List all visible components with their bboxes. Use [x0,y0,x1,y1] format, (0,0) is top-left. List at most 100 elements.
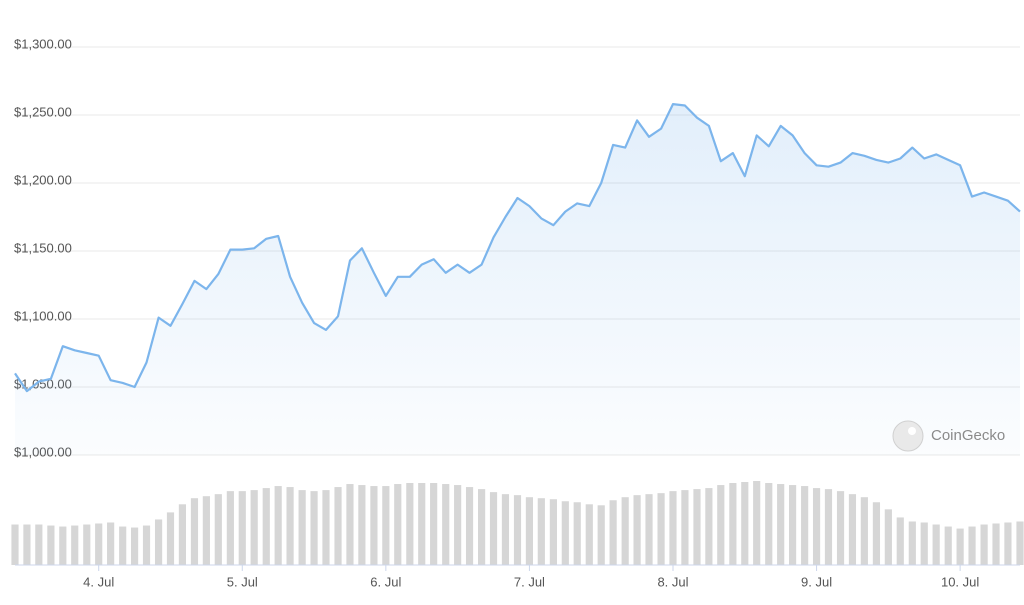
volume-bar [681,490,689,565]
volume-bar [430,483,438,565]
volume-bar [908,521,916,565]
volume-bar [980,524,988,565]
volume-bar [370,486,378,565]
volume-bar [47,525,55,565]
watermark-text: CoinGecko [931,427,1005,444]
volume-bar [202,496,210,565]
volume-bar [621,497,629,565]
y-tick-label: $1,250.00 [14,104,72,119]
volume-bar [765,483,773,565]
volume-bar [812,488,821,565]
volume-bar [705,488,713,565]
volume-bar [465,487,474,565]
volume-bar [250,490,258,565]
volume-bar [95,523,103,565]
volume-bar [729,483,737,565]
volume-bar [741,482,749,565]
x-tick-label: 5. Jul [227,574,258,589]
volume-bar [83,524,91,565]
volume-bar [442,484,450,565]
volume-bar [836,491,845,565]
volume-bar [968,526,976,565]
volume-bar [226,491,234,565]
watermark-logo [892,420,924,452]
y-tick-label: $1,100.00 [14,308,72,323]
volume-bar [549,499,557,565]
volume-bar [537,498,545,565]
volume-bar [872,502,881,565]
y-tick-label: $1,300.00 [14,36,72,51]
x-tick-label: 4. Jul [83,574,114,589]
x-tick-label: 6. Jul [370,574,401,589]
volume-bar [382,486,390,565]
volume-bar [107,522,115,565]
volume-bar [274,486,282,565]
volume-bar [262,488,270,565]
volume-bar [322,490,330,565]
volume-bar [142,525,151,565]
volume-bar [788,485,797,565]
volume-bar [860,497,868,565]
volume-bar [394,484,402,565]
volume-bar [561,501,569,565]
volume-bar [154,519,163,565]
volume-bar [609,500,617,565]
volume-bar [932,524,940,565]
volume-bar [824,489,833,565]
volume-bar [884,509,892,565]
volume-bar [920,522,928,565]
volume-bar [489,492,498,565]
x-tick-label: 8. Jul [657,574,688,589]
volume-bar [358,485,366,565]
volume-bar [585,504,593,565]
volume-bar [633,495,641,565]
volume-bar [166,512,175,565]
volume-bar [71,525,79,565]
y-tick-label: $1,200.00 [14,172,72,187]
volume-bar [418,483,426,565]
watermark: CoinGecko [892,420,1005,452]
price-line [14,103,1021,393]
volume-bar [896,517,904,565]
volume-bar [597,505,605,565]
volume-bar [286,487,294,565]
volume-bar [131,527,139,565]
volume-bar [753,481,761,565]
x-tick-label: 7. Jul [514,574,545,589]
volume-bar [645,494,653,565]
volume-bar [454,485,462,565]
volume-bar [214,494,222,565]
volume-bar [573,502,581,565]
volume-bar [238,491,246,565]
volume-bar [298,490,306,565]
x-tick-label: 9. Jul [801,574,832,589]
volume-bar [657,493,665,565]
volume-bar [501,494,510,565]
watermark-eye [908,427,916,435]
volume-bar [11,524,19,565]
volume-bar [513,495,522,565]
volume-bar [406,483,414,565]
y-tick-label: $1,150.00 [14,240,72,255]
volume-bar [119,526,127,565]
volume-bar [717,485,725,565]
volume-bar [35,524,43,565]
volume-bar [346,484,354,565]
volume-bar [777,484,785,565]
volume-bar [23,524,31,565]
volume-bar [310,491,318,565]
volume-bar [59,526,67,565]
volume-bar [956,528,964,565]
volume-bar [190,498,199,565]
x-tick-label: 10. Jul [941,574,979,589]
volume-bar [848,494,857,565]
price-area [15,104,1020,455]
volume-bar [525,497,534,565]
volume-bar [478,489,486,565]
volume-bar [669,491,677,565]
volume-bar [693,489,701,565]
volume-bar [1016,521,1024,565]
volume-bar [334,487,342,565]
